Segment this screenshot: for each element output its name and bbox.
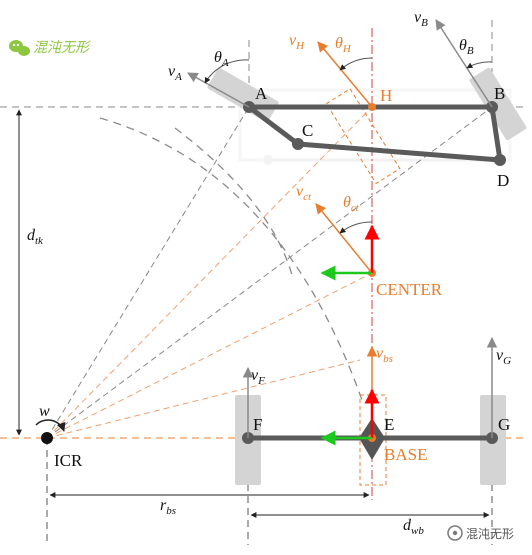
sym-vB: vB: [414, 9, 428, 29]
icr-rays: [46, 106, 493, 439]
sym-rbs: rbs: [160, 497, 176, 517]
arc-theta-A: [204, 59, 250, 84]
sym-vct: vct: [296, 183, 312, 203]
watermark-bottom-right: 混沌无形: [447, 525, 514, 541]
local-frames: [320, 224, 380, 446]
label-G: G: [498, 415, 510, 434]
sym-dwb: dwb: [403, 517, 424, 537]
sym-vbs: vbs: [376, 345, 393, 365]
label-F: F: [253, 415, 262, 434]
joint-C: [292, 138, 304, 150]
point-labels: A B C D H E F G CENTER BASE ICR: [54, 84, 510, 470]
label-H: H: [380, 86, 392, 105]
arc-theta-B: [466, 61, 493, 69]
sym-thetaA: θA: [214, 49, 229, 69]
sym-thetaB: θB: [459, 37, 474, 57]
label-B: B: [494, 84, 505, 103]
wheel-B: [469, 67, 527, 141]
brand-icon: [447, 525, 463, 541]
icr-arcs: [99, 117, 363, 401]
watermark-top-left: 混沌无形: [9, 40, 91, 56]
arrow-vB: [435, 19, 493, 108]
sym-vA: vA: [168, 63, 182, 83]
wheel-A: [207, 67, 279, 123]
joint-D: [494, 154, 506, 166]
sym-vH: vH: [289, 32, 305, 52]
label-E: E: [384, 415, 394, 434]
label-D: D: [497, 171, 509, 190]
label-icr: ICR: [54, 451, 83, 470]
symbol-labels: vA vB vH vct vbs vF vG θA θB θH θct dtk …: [27, 9, 511, 537]
sym-vG: vG: [496, 347, 511, 367]
omega-arc: [35, 419, 66, 432]
sym-vF: vF: [251, 367, 265, 387]
sym-omega: w: [39, 403, 50, 420]
arrow-vA: [187, 72, 250, 108]
label-center: CENTER: [376, 280, 443, 299]
arrow-vH: [317, 41, 373, 108]
wheel-H-outline: [325, 88, 401, 185]
link-B-D: [489, 104, 503, 163]
label-base: BASE: [384, 445, 427, 464]
wechat-icon: [9, 40, 30, 56]
icr-point: [41, 432, 53, 444]
label-C: C: [302, 121, 313, 140]
sym-dtk: dtk: [27, 227, 44, 247]
dimension-lines: [16, 109, 490, 518]
arc-theta-ct: [339, 221, 373, 234]
arrow-vct: [315, 203, 373, 274]
sym-thetact: θct: [343, 194, 360, 214]
label-A: A: [255, 84, 268, 103]
angle-arcs: [204, 57, 493, 234]
link-C-D: [295, 141, 503, 163]
sym-thetaH: θH: [335, 35, 352, 55]
svg-text:混沌无形: 混沌无形: [466, 527, 514, 541]
tractor-ghost-body: [238, 88, 512, 165]
svg-text:混沌无形: 混沌无形: [33, 40, 91, 56]
arc-theta-H: [339, 57, 373, 71]
link-A-C: [246, 104, 301, 147]
